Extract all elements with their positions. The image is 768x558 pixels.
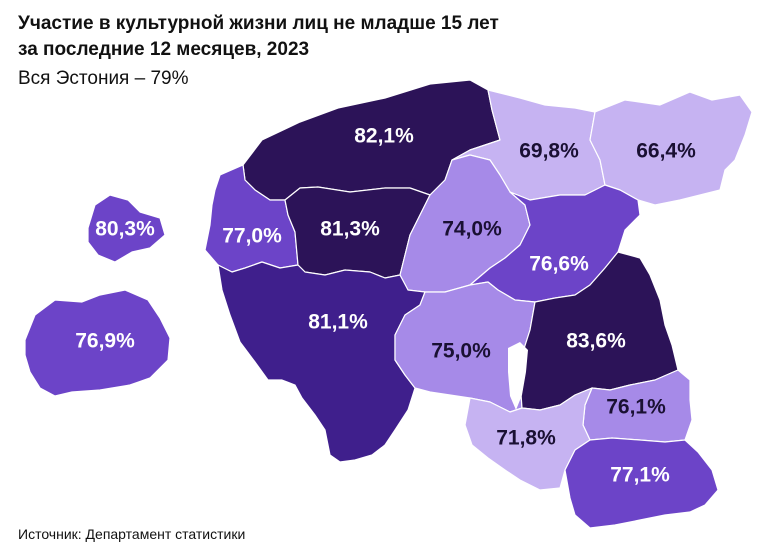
label-hiiu: 80,3%	[95, 218, 155, 241]
region-voru	[564, 437, 719, 529]
county-regions	[24, 79, 753, 529]
label-ida-viru-east: 66,4%	[636, 140, 696, 163]
label-parnu: 81,1%	[308, 311, 368, 334]
lake-peipsi	[658, 212, 694, 372]
region-parnu	[217, 261, 426, 463]
label-rapla: 81,3%	[320, 218, 380, 241]
subtitle: Вся Эстония – 79%	[18, 68, 189, 89]
lakes	[508, 212, 694, 410]
region-saare	[24, 289, 171, 397]
label-harju: 82,1%	[354, 125, 414, 148]
title-line-2: за последние 12 месяцев, 2023	[18, 39, 310, 60]
label-jarva: 74,0%	[442, 218, 502, 241]
label-ida-viru-west: 69,8%	[519, 140, 579, 163]
label-valga: 71,8%	[496, 427, 556, 450]
label-saare: 76,9%	[75, 330, 135, 353]
region-hiiu	[87, 194, 166, 263]
region-value-labels: 82,1% 69,8% 66,4% 80,3% 77,0% 81,3% 74,0…	[75, 125, 696, 487]
label-viljandi: 75,0%	[431, 340, 491, 363]
label-laane: 77,0%	[222, 225, 282, 248]
title-line-1: Участие в культурной жизни лиц не младше…	[18, 13, 499, 34]
label-jogeva: 76,6%	[529, 253, 589, 276]
label-voru: 77,1%	[610, 464, 670, 487]
label-polva: 76,1%	[606, 396, 666, 419]
label-tartu: 83,6%	[566, 330, 626, 353]
lake-vortsjarv	[508, 342, 528, 410]
source-note: Источник: Департамент статистики	[18, 526, 246, 542]
map-title: Участие в культурной жизни лиц не младше…	[18, 11, 499, 63]
